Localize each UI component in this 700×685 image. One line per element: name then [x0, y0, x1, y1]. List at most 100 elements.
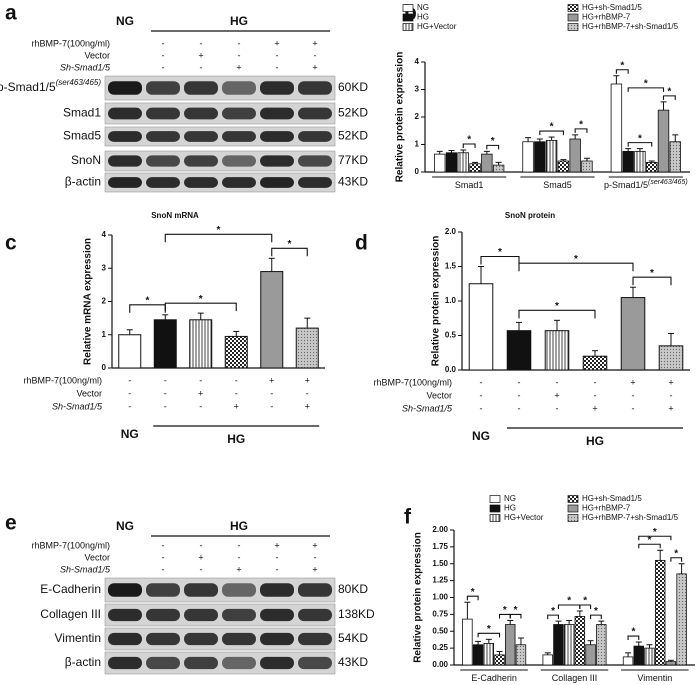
error-bar	[560, 159, 567, 161]
significance-bracket	[627, 635, 640, 641]
row-name: Vimentin	[55, 631, 101, 645]
treatment-sign: -	[518, 403, 521, 413]
treatment-sign: -	[164, 401, 167, 411]
significance-label: *	[471, 587, 475, 598]
blot-band	[146, 656, 180, 670]
significance-label: *	[631, 627, 635, 638]
legend-swatch	[567, 495, 579, 503]
legend-swatch	[489, 504, 501, 513]
bar	[563, 624, 575, 666]
legend-swatch	[402, 13, 414, 22]
blot-band	[298, 81, 332, 95]
treatment-sign: +	[305, 375, 310, 385]
error-bar	[566, 619, 573, 625]
y-tick-label: 1.50	[432, 559, 448, 568]
blot-band	[298, 583, 332, 597]
treatment-sign: -	[480, 403, 483, 413]
error-bar	[496, 651, 503, 655]
blot-band	[298, 107, 332, 120]
significance-label: *	[555, 301, 559, 312]
bar	[582, 355, 608, 371]
row-name: SnoN	[71, 153, 101, 167]
treatment-sign: -	[276, 62, 279, 72]
blot-band	[260, 81, 294, 95]
bar	[118, 334, 142, 369]
bar	[434, 153, 446, 173]
treatment-sign: -	[128, 388, 131, 398]
legend-swatch	[567, 13, 579, 22]
blot-band	[184, 583, 218, 597]
blot-row-label: E-Cadherin	[40, 582, 101, 596]
bar	[658, 345, 684, 371]
error-bar	[667, 659, 674, 662]
error-bar	[485, 638, 492, 644]
legend-label: HG+Vector	[504, 513, 544, 522]
blot-size-label: 77KD	[338, 153, 368, 167]
legend-label: HG	[417, 13, 429, 22]
error-bar	[464, 601, 471, 620]
treatment-sign: -	[238, 540, 241, 550]
legend-swatch	[489, 514, 501, 522]
treatment-sign: -	[164, 375, 167, 385]
bar	[676, 573, 687, 666]
error-bar	[548, 136, 555, 141]
row-name: β-actin	[65, 655, 101, 669]
bar	[665, 661, 677, 666]
blot-band	[184, 131, 218, 142]
y-tick-label: 1.0	[445, 296, 457, 305]
bar	[260, 271, 284, 369]
treatment-sign: -	[314, 50, 317, 60]
blot-band	[260, 632, 294, 646]
significance-bracket	[574, 128, 588, 133]
blot-row-label: Smad5	[63, 129, 101, 143]
treatment-sign: -	[276, 552, 279, 562]
x-tick-label: Smad5	[543, 180, 572, 190]
blot-band	[108, 81, 142, 95]
y-axis-label: Relative mRNA expression	[83, 238, 94, 365]
significance-bracket	[632, 276, 672, 286]
legend-label: HG+Vector	[417, 22, 457, 31]
blot-band	[146, 177, 180, 188]
significance-bracket	[271, 247, 308, 257]
treatment-sign: -	[199, 401, 202, 411]
treatment-sign: -	[162, 62, 165, 72]
treatment-sign: -	[238, 38, 241, 48]
error-bar	[635, 641, 642, 647]
y-tick-label: 1	[415, 140, 420, 149]
bar	[633, 645, 644, 666]
treatment-sign: -	[199, 375, 202, 385]
significance-bracket	[477, 632, 501, 638]
category-name: p-Smad1/5	[604, 180, 648, 190]
blot-band	[222, 177, 256, 188]
x-tick-label: Smad1	[455, 180, 484, 190]
error-bar	[576, 610, 583, 617]
treatment-sign: +	[305, 401, 310, 411]
error-bar	[197, 312, 204, 320]
bar	[545, 139, 558, 173]
bar	[506, 330, 532, 371]
significance-label: *	[498, 247, 502, 258]
significance-label: *	[514, 605, 518, 616]
group-label: NG	[116, 14, 134, 28]
error-bar	[495, 161, 502, 166]
category-name: E-Cadherin	[471, 673, 517, 683]
legend-label: HG+rhBMP-7	[582, 504, 631, 513]
blot-band	[184, 81, 218, 95]
blot-band	[146, 583, 180, 597]
error-bar	[162, 314, 169, 320]
treatment-sign: -	[164, 388, 167, 398]
treatment-sign: +	[312, 62, 317, 72]
y-tick-label: 0.75	[432, 609, 448, 618]
blot-band	[222, 107, 256, 120]
bar	[295, 327, 319, 369]
treatment-sign: -	[518, 390, 521, 400]
bar	[646, 161, 658, 173]
significance-bracket	[164, 233, 273, 243]
treatment-sign: -	[235, 375, 238, 385]
treatment-sign: -	[270, 388, 273, 398]
error-bar	[630, 286, 636, 298]
significance-bracket	[462, 143, 476, 148]
treatment-sign: -	[632, 390, 635, 400]
bar	[657, 109, 670, 173]
treatment-sign: +	[592, 403, 597, 413]
